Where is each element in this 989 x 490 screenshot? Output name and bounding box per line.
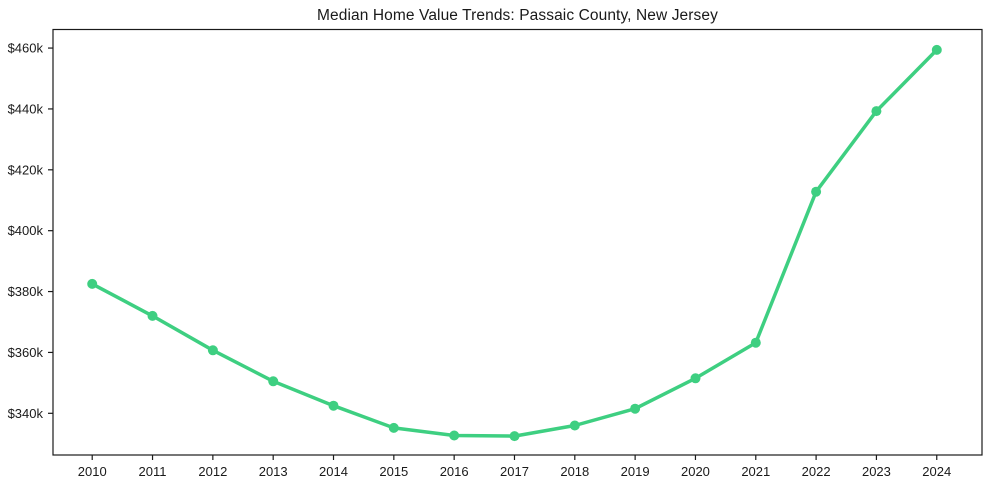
data-point bbox=[931, 44, 942, 55]
x-tick-label: 2019 bbox=[621, 464, 650, 479]
data-point bbox=[449, 430, 460, 441]
x-tick-label: 2015 bbox=[379, 464, 408, 479]
x-tick-label: 2011 bbox=[139, 464, 167, 479]
data-point bbox=[811, 186, 822, 197]
x-tick-label: 2020 bbox=[681, 464, 710, 479]
x-tick-label: 2023 bbox=[862, 464, 891, 479]
y-tick-label: $420k bbox=[8, 162, 44, 177]
data-point bbox=[147, 310, 158, 321]
data-point bbox=[690, 373, 701, 384]
trend-line bbox=[90, 48, 939, 438]
y-tick-label: $380k bbox=[8, 284, 44, 299]
x-tick-label: 2018 bbox=[560, 464, 589, 479]
data-point bbox=[388, 422, 399, 433]
y-tick-label: $340k bbox=[8, 406, 44, 421]
data-point bbox=[750, 337, 761, 348]
x-tick-label: 2010 bbox=[78, 464, 107, 479]
y-tick-label: $360k bbox=[8, 345, 44, 360]
data-point bbox=[871, 106, 882, 117]
data-point bbox=[630, 403, 641, 414]
y-tick-label: $400k bbox=[8, 223, 44, 238]
x-tick-label: 2014 bbox=[319, 464, 348, 479]
data-point bbox=[268, 376, 279, 387]
y-tick-label: $460k bbox=[8, 41, 44, 56]
x-tick-label: 2017 bbox=[500, 464, 529, 479]
x-tick-label: 2013 bbox=[259, 464, 288, 479]
x-tick-label: 2022 bbox=[802, 464, 831, 479]
plot-border bbox=[52, 28, 983, 456]
data-point bbox=[87, 278, 98, 289]
data-point bbox=[509, 431, 520, 442]
data-point bbox=[207, 345, 218, 356]
data-point bbox=[328, 400, 339, 411]
x-tick-label: 2021 bbox=[741, 464, 770, 479]
x-tick-label: 2016 bbox=[440, 464, 469, 479]
data-point bbox=[569, 420, 580, 431]
x-tick-label: 2012 bbox=[198, 464, 227, 479]
chart-title: Median Home Value Trends: Passaic County… bbox=[317, 7, 718, 24]
x-tick-label: 2024 bbox=[922, 464, 951, 479]
y-tick-label: $440k bbox=[8, 101, 44, 116]
